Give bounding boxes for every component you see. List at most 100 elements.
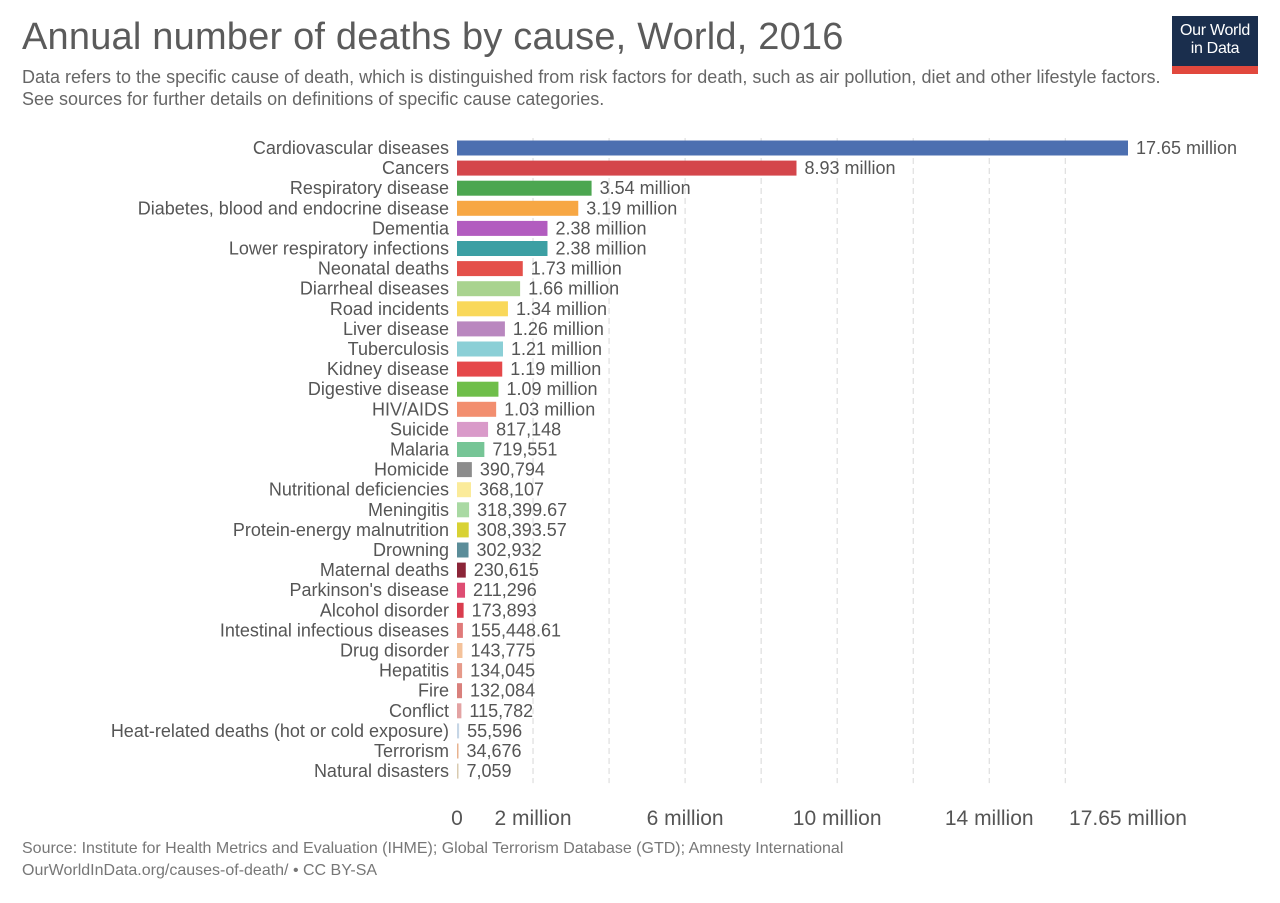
value-label: 1.19 million bbox=[510, 359, 601, 379]
bar[interactable] bbox=[457, 341, 504, 357]
value-label: 134,045 bbox=[470, 661, 535, 681]
bar[interactable] bbox=[457, 743, 459, 759]
value-label: 1.03 million bbox=[504, 399, 595, 419]
bar[interactable] bbox=[457, 160, 797, 176]
category-label: Drowning bbox=[373, 540, 449, 560]
bar[interactable] bbox=[457, 542, 469, 558]
logo-line-1: Our World bbox=[1180, 22, 1250, 39]
bar[interactable] bbox=[457, 723, 460, 739]
x-tick-label: 17.65 million bbox=[1069, 807, 1187, 830]
bar[interactable] bbox=[457, 381, 499, 397]
bar[interactable] bbox=[457, 482, 471, 498]
bar[interactable] bbox=[457, 321, 505, 337]
category-label: Cardiovascular diseases bbox=[253, 138, 449, 158]
value-label: 719,551 bbox=[492, 440, 557, 460]
category-label: Homicide bbox=[374, 460, 449, 480]
category-label: Natural disasters bbox=[314, 761, 449, 781]
bars-group bbox=[457, 140, 1128, 779]
value-labels: 17.65 million 8.93 million 3.54 million3.1… bbox=[467, 138, 1238, 781]
value-label: 115,782 bbox=[469, 701, 533, 721]
bar[interactable] bbox=[457, 643, 463, 658]
category-labels: Cardiovascular diseasesCancersRespirator… bbox=[111, 138, 450, 781]
x-tick-label: 14 million bbox=[945, 807, 1034, 830]
x-tick-label: 0 bbox=[451, 807, 463, 830]
value-label: 1.73 million bbox=[531, 259, 622, 279]
bar[interactable] bbox=[457, 401, 497, 417]
category-label: Lower respiratory infections bbox=[229, 239, 449, 259]
bar[interactable] bbox=[457, 220, 548, 236]
value-label: 308,393.57 bbox=[477, 520, 567, 540]
logo-accent-strip bbox=[1172, 66, 1258, 74]
bar[interactable] bbox=[457, 241, 548, 256]
value-label: 1.26 million bbox=[513, 319, 604, 339]
bar[interactable] bbox=[457, 683, 463, 699]
value-label: 2.38 million bbox=[555, 239, 646, 259]
bar[interactable] bbox=[457, 522, 469, 538]
value-label: 2.38 million bbox=[555, 218, 646, 238]
url-license[interactable]: OurWorldInData.org/causes-of-death/ • CC… bbox=[22, 862, 378, 879]
bar[interactable] bbox=[457, 562, 466, 578]
value-label: 390,794 bbox=[480, 460, 545, 480]
value-label: 318,399.67 bbox=[477, 500, 567, 520]
bar-chart: Cardiovascular diseasesCancersRespirator… bbox=[111, 138, 1238, 830]
category-label: Protein-energy malnutrition bbox=[233, 520, 449, 540]
category-label: Tuberculosis bbox=[348, 339, 449, 359]
value-label: 230,615 bbox=[474, 560, 539, 580]
bar[interactable] bbox=[457, 180, 592, 196]
category-label: Nutritional deficiencies bbox=[269, 480, 449, 500]
bar[interactable] bbox=[457, 140, 1128, 156]
value-label: 8.93 million bbox=[804, 158, 895, 178]
bar[interactable] bbox=[457, 200, 579, 216]
value-label: 1.09 million bbox=[506, 379, 597, 399]
category-label: Neonatal deaths bbox=[318, 259, 449, 279]
chart-subtitle: Data refers to the specific cause of dea… bbox=[22, 67, 1161, 109]
chart-title: Annual number of deaths by cause, World,… bbox=[22, 16, 844, 58]
bar[interactable] bbox=[457, 301, 508, 317]
category-label: Terrorism bbox=[374, 741, 449, 761]
value-label: 1.21 million bbox=[511, 339, 602, 359]
category-label: Conflict bbox=[389, 701, 449, 721]
category-label: Diabetes, blood and endocrine disease bbox=[138, 198, 449, 218]
value-label: 7,059 bbox=[467, 761, 512, 781]
bar[interactable] bbox=[457, 502, 470, 518]
bar[interactable] bbox=[457, 622, 463, 638]
value-label: 17.65 million bbox=[1136, 138, 1237, 158]
bar[interactable] bbox=[457, 462, 472, 478]
bar[interactable] bbox=[457, 361, 503, 377]
category-label: Road incidents bbox=[330, 299, 449, 319]
category-label: Meningitis bbox=[368, 500, 449, 520]
bar[interactable] bbox=[457, 261, 523, 277]
category-label: Drug disorder bbox=[340, 641, 449, 661]
category-label: Heat-related deaths (hot or cold exposur… bbox=[111, 721, 449, 741]
value-label: 368,107 bbox=[479, 480, 544, 500]
value-label: 817,148 bbox=[496, 419, 561, 439]
source-note: Source: Institute for Health Metrics and… bbox=[22, 840, 844, 857]
bar[interactable] bbox=[457, 602, 464, 618]
value-label: 34,676 bbox=[467, 741, 522, 761]
category-label: Diarrheal diseases bbox=[300, 279, 449, 299]
category-label: Parkinson's disease bbox=[289, 580, 449, 600]
bar[interactable] bbox=[457, 663, 463, 679]
our-world-in-data-logo[interactable]: Our World in Data bbox=[1172, 16, 1258, 74]
category-label: Malaria bbox=[390, 440, 450, 460]
bar[interactable] bbox=[457, 703, 462, 719]
category-label: Fire bbox=[418, 681, 449, 701]
value-label: 173,893 bbox=[472, 600, 537, 620]
value-label: 3.54 million bbox=[600, 178, 691, 198]
category-label: Kidney disease bbox=[327, 359, 449, 379]
bar[interactable] bbox=[457, 421, 489, 437]
value-label: 55,596 bbox=[467, 721, 522, 741]
bar[interactable] bbox=[457, 281, 521, 297]
category-label: Dementia bbox=[372, 218, 450, 238]
bar[interactable] bbox=[457, 442, 485, 457]
footer: Source: Institute for Health Metrics and… bbox=[22, 838, 843, 882]
category-label: HIV/AIDS bbox=[372, 399, 449, 419]
bar[interactable] bbox=[457, 582, 466, 598]
gridlines bbox=[532, 138, 1066, 784]
bar[interactable] bbox=[457, 763, 459, 779]
category-label: Maternal deaths bbox=[320, 560, 449, 580]
category-label: Suicide bbox=[390, 419, 449, 439]
value-label: 211,296 bbox=[473, 580, 537, 600]
category-label: Digestive disease bbox=[308, 379, 449, 399]
x-axis-tick-labels: 0 2 million 6 million 10 million 14 million 1… bbox=[451, 807, 1187, 830]
